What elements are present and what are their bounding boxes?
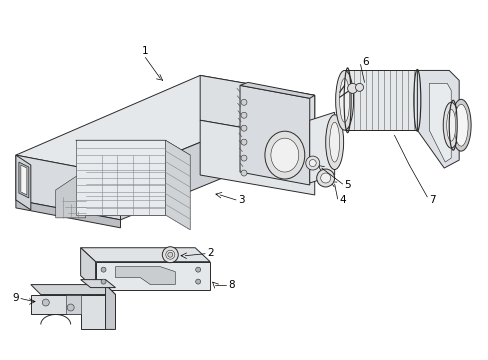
Polygon shape — [115, 267, 175, 285]
Ellipse shape — [241, 155, 246, 161]
Polygon shape — [16, 75, 314, 175]
Text: 5: 5 — [344, 180, 350, 190]
Ellipse shape — [347, 84, 357, 93]
Polygon shape — [21, 165, 27, 195]
Ellipse shape — [264, 131, 304, 179]
Text: 3: 3 — [238, 195, 244, 205]
Polygon shape — [31, 294, 105, 329]
Ellipse shape — [241, 139, 246, 145]
Text: 6: 6 — [362, 58, 368, 67]
Ellipse shape — [241, 170, 246, 176]
Polygon shape — [428, 84, 450, 162]
Ellipse shape — [308, 159, 316, 167]
Polygon shape — [165, 140, 190, 230]
Text: 9: 9 — [12, 293, 19, 302]
Polygon shape — [16, 155, 31, 210]
Ellipse shape — [42, 299, 49, 306]
Text: 1: 1 — [142, 45, 148, 55]
Polygon shape — [85, 155, 165, 215]
Ellipse shape — [67, 304, 74, 311]
Ellipse shape — [101, 279, 106, 284]
Text: 7: 7 — [428, 195, 435, 205]
Text: 8: 8 — [227, 280, 234, 289]
Ellipse shape — [165, 250, 174, 259]
Ellipse shape — [355, 84, 363, 91]
Ellipse shape — [316, 169, 334, 187]
Polygon shape — [65, 294, 81, 315]
Ellipse shape — [241, 99, 246, 105]
Polygon shape — [81, 248, 210, 262]
Ellipse shape — [335, 71, 353, 130]
Polygon shape — [240, 82, 314, 98]
Text: 2: 2 — [207, 248, 213, 258]
Ellipse shape — [167, 252, 172, 257]
Polygon shape — [240, 85, 309, 185]
Polygon shape — [200, 120, 314, 195]
Ellipse shape — [270, 138, 298, 172]
Polygon shape — [31, 285, 115, 294]
Polygon shape — [105, 285, 115, 329]
Polygon shape — [16, 200, 120, 228]
Ellipse shape — [446, 109, 455, 141]
Polygon shape — [19, 162, 29, 198]
Text: 4: 4 — [339, 195, 346, 205]
Ellipse shape — [339, 78, 349, 122]
Polygon shape — [16, 155, 120, 220]
Ellipse shape — [329, 122, 339, 162]
Ellipse shape — [442, 102, 458, 148]
Polygon shape — [81, 248, 95, 289]
Polygon shape — [95, 262, 210, 289]
Ellipse shape — [101, 267, 106, 272]
Polygon shape — [344, 71, 416, 130]
Polygon shape — [120, 95, 314, 220]
Ellipse shape — [241, 125, 246, 131]
Polygon shape — [309, 112, 334, 183]
Ellipse shape — [195, 279, 200, 284]
Polygon shape — [76, 140, 190, 155]
Ellipse shape — [305, 156, 319, 170]
Ellipse shape — [320, 173, 330, 183]
Ellipse shape — [450, 99, 470, 151]
Ellipse shape — [195, 267, 200, 272]
Polygon shape — [76, 140, 165, 215]
Ellipse shape — [453, 104, 467, 146]
Polygon shape — [200, 75, 314, 140]
Ellipse shape — [241, 112, 246, 118]
Polygon shape — [81, 280, 115, 288]
Polygon shape — [56, 170, 85, 218]
Ellipse shape — [162, 247, 178, 263]
Ellipse shape — [325, 115, 343, 170]
Polygon shape — [416, 71, 458, 168]
